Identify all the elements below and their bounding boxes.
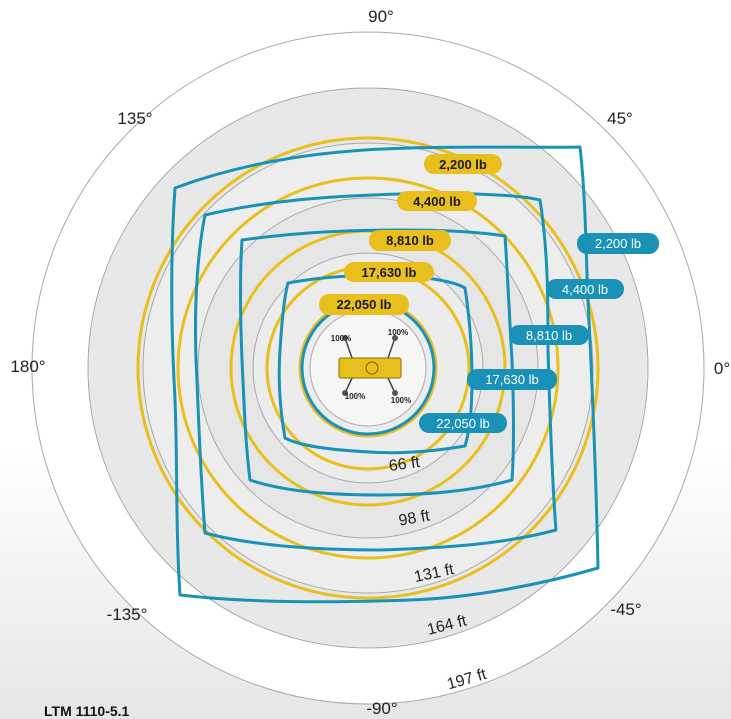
blue-pill-8810-text: 8,810 lb [526, 328, 572, 343]
outrigger-arm-tl [344, 337, 353, 359]
yellow-curve-2200 [136, 136, 600, 600]
angle-labels: 90° 45° 0° -45° -90° -135° 180° 135° [10, 7, 730, 718]
blue-pill-22050-text: 22,050 lb [436, 416, 490, 431]
outrigger-pad-bl [342, 390, 348, 396]
radius-label-98: 98 ft [397, 507, 431, 529]
blue-pill-4400 [546, 279, 624, 299]
yellow-load-labels: 2,200 lb 4,400 lb 8,810 lb 17,630 lb 22,… [319, 154, 502, 315]
yellow-pill-22050 [319, 294, 409, 315]
yellow-curve-4400 [176, 176, 560, 560]
angle-label-minus45: -45° [610, 600, 641, 619]
blue-pill-22050 [419, 413, 507, 433]
radius-label-66: 66 ft [388, 454, 422, 475]
yellow-pill-17630 [344, 262, 434, 282]
yellow-pill-4400 [397, 191, 477, 211]
angle-label-135: 135° [117, 109, 152, 128]
blue-pill-17630 [467, 369, 557, 390]
yellow-pill-2200 [424, 154, 502, 174]
yellow-pill-4400-text: 4,400 lb [413, 194, 461, 209]
carrier-icon [338, 357, 402, 379]
yellow-pill-17630-text: 17,630 lb [362, 265, 417, 280]
blue-pill-2200-text: 2,200 lb [595, 236, 641, 251]
slewing-ring-icon [365, 361, 379, 375]
angle-label-minus135: -135° [107, 605, 148, 624]
outrigger-arm-tr [387, 337, 396, 359]
yellow-pill-8810 [369, 230, 451, 251]
yellow-pill-8810-text: 8,810 lb [386, 233, 434, 248]
outrigger-pct-tr: 100% [388, 328, 408, 337]
blue-pill-17630-text: 17,630 lb [485, 372, 539, 387]
model-label: LTM 1110-5.1 [44, 703, 130, 719]
angle-label-180: 180° [10, 357, 45, 376]
outrigger-pad-tl [342, 335, 348, 341]
yellow-pill-22050-text: 22,050 lb [337, 297, 392, 312]
blue-load-labels: 2,200 lb 4,400 lb 8,810 lb 17,630 lb 22,… [419, 233, 659, 433]
blue-pill-2200 [577, 233, 659, 254]
yellow-pill-2200-text: 2,200 lb [439, 157, 487, 172]
blue-pill-4400-text: 4,400 lb [562, 282, 608, 297]
outrigger-pad-br [392, 390, 398, 396]
crane-symbol: 100% 100% 100% 100% [331, 328, 411, 405]
blue-curve-2200 [170, 145, 600, 604]
angle-label-minus90: -90° [366, 699, 397, 718]
outrigger-pct-br: 100% [391, 396, 411, 405]
outrigger-pct-tl: 100% [331, 334, 351, 343]
outrigger-pad-tr [392, 335, 398, 341]
angle-label-0: 0° [714, 359, 730, 378]
outrigger-pct-bl: 100% [345, 392, 365, 401]
angle-label-45: 45° [607, 109, 633, 128]
blue-pill-8810 [509, 325, 589, 345]
angle-label-90: 90° [368, 7, 394, 26]
